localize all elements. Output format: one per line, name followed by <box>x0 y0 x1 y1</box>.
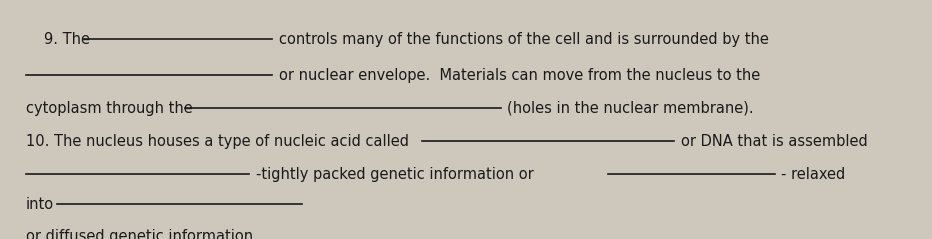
Text: into: into <box>26 197 54 212</box>
Text: (holes in the nuclear membrane).: (holes in the nuclear membrane). <box>507 101 754 116</box>
Text: 10. The nucleus houses a type of nucleic acid called: 10. The nucleus houses a type of nucleic… <box>26 134 409 149</box>
Text: cytoplasm through the: cytoplasm through the <box>26 101 193 116</box>
Text: 9. The: 9. The <box>44 32 90 47</box>
Text: - relaxed: - relaxed <box>781 167 845 182</box>
Text: or nuclear envelope.  Materials can move from the nucleus to the: or nuclear envelope. Materials can move … <box>279 68 760 83</box>
Text: -tightly packed genetic information or: -tightly packed genetic information or <box>256 167 534 182</box>
Text: controls many of the functions of the cell and is surrounded by the: controls many of the functions of the ce… <box>279 32 769 47</box>
Text: or DNA that is assembled: or DNA that is assembled <box>680 134 868 149</box>
Text: or diffused genetic information.: or diffused genetic information. <box>26 228 257 239</box>
